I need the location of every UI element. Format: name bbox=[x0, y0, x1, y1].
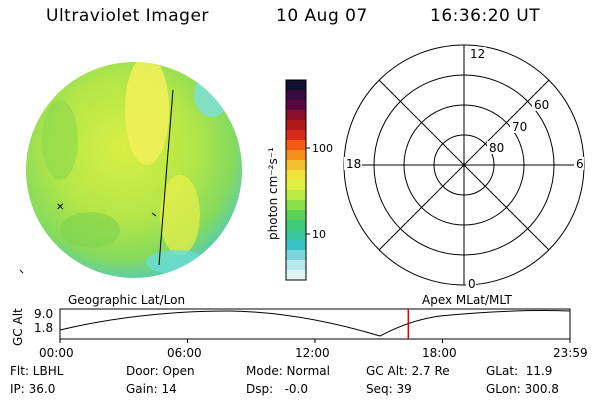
ip-info: IP: 36.0 bbox=[10, 382, 56, 396]
colorbar-cell bbox=[286, 270, 306, 281]
colorbar-cell bbox=[286, 150, 306, 161]
colorbar: 100 10 photon cm⁻²s⁻¹ bbox=[266, 79, 333, 281]
timeline-ymin: 1.8 bbox=[34, 321, 53, 335]
colorbar-cell bbox=[286, 230, 306, 241]
lat-label-60: 60 bbox=[534, 98, 549, 112]
date-label: 10 Aug 07 bbox=[276, 6, 368, 26]
glat-info: GLat: 11.9 bbox=[486, 364, 553, 378]
colorbar-cell bbox=[286, 250, 306, 261]
timeline-axis-label: GC Alt bbox=[11, 308, 25, 346]
mlt-label-0: 0 bbox=[468, 277, 476, 291]
gc-alt-info: GC Alt: 2.7 Re bbox=[366, 364, 450, 378]
colorbar-cell bbox=[286, 110, 306, 121]
colorbar-tick-10: 10 bbox=[312, 228, 326, 241]
orbit-track-line bbox=[158, 89, 174, 266]
colorbar-cell bbox=[286, 190, 306, 201]
gain-info: Gain: 14 bbox=[126, 382, 177, 396]
colorbar-cell bbox=[286, 130, 306, 141]
time-label: 16:36:20 UT bbox=[430, 6, 541, 26]
instrument-title: Ultraviolet Imager bbox=[46, 6, 209, 26]
polar-grid-labels: 12 18 6 0 60 70 80 bbox=[344, 47, 584, 291]
timeline-xtick-0000: 00:00 bbox=[39, 346, 74, 360]
mlt-label-12: 12 bbox=[470, 47, 485, 61]
colorbar-cell bbox=[286, 180, 306, 191]
seq-info: Seq: 39 bbox=[366, 382, 412, 396]
colorbar-cell bbox=[286, 140, 306, 151]
mlt-label-6: 6 bbox=[576, 157, 584, 171]
timeline-xtick-1200: 12:00 bbox=[295, 346, 330, 360]
filter-info: Flt: LBHL bbox=[10, 364, 64, 378]
timeline-xtick-2359: 23:59 bbox=[553, 346, 588, 360]
glon-info: GLon: 300.8 bbox=[486, 382, 559, 396]
timeline-xtick-1800: 18:00 bbox=[422, 346, 457, 360]
altitude-curve bbox=[59, 310, 571, 337]
colorbar-cell bbox=[286, 210, 306, 221]
mlt-label-18: 18 bbox=[346, 157, 361, 171]
colorbar-cell bbox=[286, 90, 306, 101]
colorbar-cell bbox=[286, 260, 306, 271]
timeline-left-title: Geographic Lat/Lon bbox=[68, 293, 185, 307]
dsp-info: Dsp: -0.0 bbox=[246, 382, 309, 396]
timeline-xtick-0600: 06:00 bbox=[167, 346, 202, 360]
colorbar-cell bbox=[286, 220, 306, 231]
colorbar-cell bbox=[286, 80, 306, 91]
colorbar-cell bbox=[286, 170, 306, 181]
altitude-timeline: Geographic Lat/Lon Apex MLat/MLT GC Alt … bbox=[11, 293, 571, 346]
door-info: Door: Open bbox=[126, 364, 195, 378]
timeline-right-title: Apex MLat/MLT bbox=[422, 293, 512, 307]
colorbar-unit-label: photon cm⁻²s⁻¹ bbox=[266, 147, 280, 240]
mode-info: Mode: Normal bbox=[246, 364, 330, 378]
spacecraft-marker-icon: ✕ bbox=[56, 202, 64, 213]
uv-image-disk: ✕ bbox=[19, 62, 242, 278]
colorbar-cell bbox=[286, 240, 306, 251]
colorbar-cell bbox=[286, 160, 306, 171]
colorbar-tick-100: 100 bbox=[312, 142, 333, 155]
lat-label-80: 80 bbox=[489, 141, 504, 155]
colorbar-cell bbox=[286, 100, 306, 111]
polar-grid bbox=[343, 44, 585, 286]
lat-label-70: 70 bbox=[512, 120, 527, 134]
timeline-ymax: 9.0 bbox=[34, 307, 53, 321]
colorbar-cell bbox=[286, 200, 306, 211]
colorbar-cell bbox=[286, 120, 306, 131]
